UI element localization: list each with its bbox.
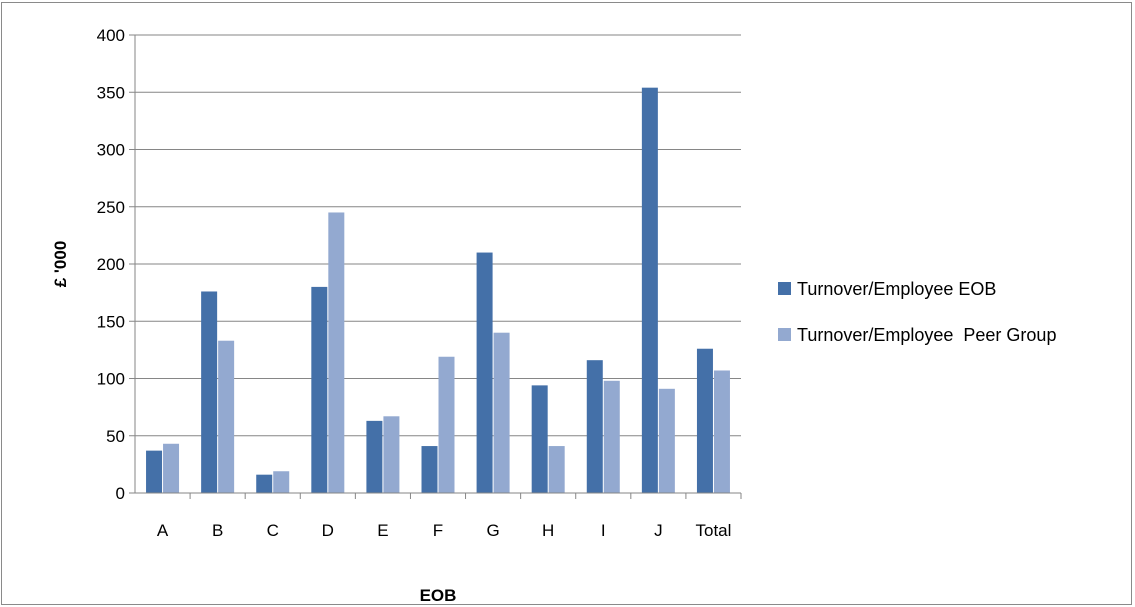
- bar-eob-d: [311, 286, 328, 493]
- legend-label: Turnover/Employee EOB: [797, 279, 996, 299]
- bar-eob-f: [421, 446, 438, 493]
- bar-eob-h: [531, 385, 548, 493]
- bar-eob-c: [256, 474, 273, 493]
- bar-peer-group-e: [383, 416, 400, 493]
- x-tick-label: C: [267, 521, 279, 540]
- bar-eob-g: [476, 252, 493, 493]
- x-tick-label: Total: [695, 521, 731, 540]
- y-axis-title: £ '000: [51, 241, 70, 288]
- bars: [146, 87, 730, 494]
- legend-swatch: [778, 328, 791, 341]
- bar-peer-group-d: [328, 212, 345, 493]
- bar-peer-group-c: [273, 471, 290, 493]
- y-tick-label: 0: [116, 484, 125, 503]
- legend: Turnover/Employee EOB Turnover/Employee P…: [778, 279, 1056, 345]
- bar-eob-total: [696, 348, 713, 493]
- x-tick-label: A: [157, 521, 169, 540]
- x-tick-label: E: [377, 521, 388, 540]
- bar-eob-b: [201, 291, 218, 493]
- bar-peer-group-i: [603, 380, 620, 493]
- y-tick-label: 100: [97, 370, 125, 389]
- bar-eob-i: [586, 360, 603, 493]
- bar-peer-group-g: [493, 332, 510, 493]
- bar-peer-group-a: [163, 443, 180, 493]
- y-tick-label: 400: [97, 26, 125, 45]
- x-tick-label: D: [322, 521, 334, 540]
- axes: [134, 35, 741, 494]
- bar-eob-e: [366, 420, 383, 493]
- x-tick-label: B: [212, 521, 223, 540]
- bar-eob-j: [641, 87, 658, 494]
- bar-peer-group-j: [658, 388, 675, 493]
- y-tick-label: 350: [97, 83, 125, 102]
- y-tick-labels: 0 50 100 150 200 250 300 350 400: [97, 26, 125, 503]
- x-tick-labels: A B C D E F G H I J Total: [157, 521, 732, 540]
- bar-peer-group-total: [713, 370, 730, 493]
- bar-eob-a: [146, 450, 163, 493]
- x-tick-label: J: [654, 521, 663, 540]
- x-tick-label: F: [433, 521, 443, 540]
- legend-label: Turnover/Employee Peer Group: [797, 325, 1056, 345]
- y-tick-label: 50: [106, 427, 125, 446]
- bar-peer-group-h: [548, 446, 565, 493]
- y-tick-label: 200: [97, 255, 125, 274]
- x-axis-title: EOB: [420, 586, 457, 605]
- y-tick-label: 300: [97, 141, 125, 160]
- x-tick-label: I: [601, 521, 606, 540]
- y-tick-label: 250: [97, 198, 125, 217]
- gridlines: [129, 34, 742, 499]
- bar-peer-group-b: [218, 340, 235, 493]
- x-tick-label: G: [486, 521, 499, 540]
- legend-swatch: [778, 282, 791, 295]
- y-tick-label: 150: [97, 312, 125, 331]
- x-tick-label: H: [542, 521, 554, 540]
- bar-peer-group-f: [438, 356, 455, 493]
